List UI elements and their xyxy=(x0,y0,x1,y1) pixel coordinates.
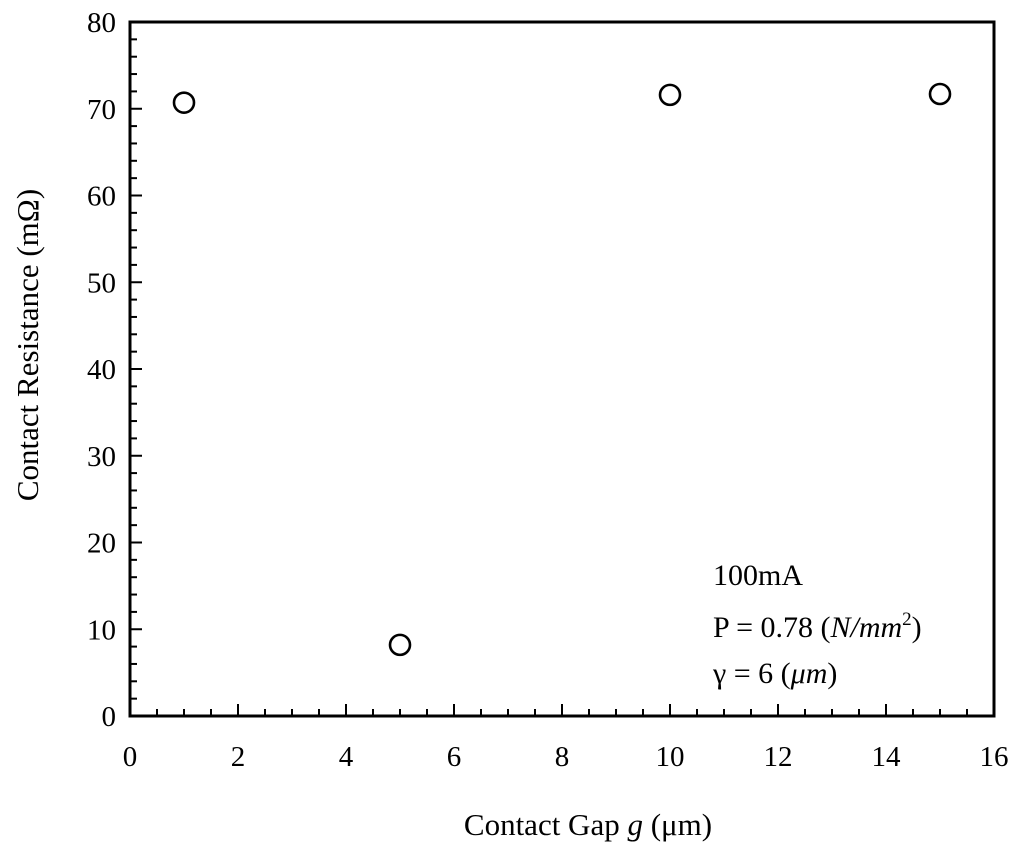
y-tick-label: 10 xyxy=(87,614,116,646)
annotation-gamma-prefix: γ = 6 ( xyxy=(712,657,791,690)
x-axis-title-part-3: (μm) xyxy=(643,807,712,842)
annotation-gamma-unit: μm xyxy=(790,657,828,690)
annotation-gamma: γ = 6 (μm) xyxy=(712,657,837,690)
y-tick-label: 0 xyxy=(102,701,117,733)
x-tick-label: 10 xyxy=(656,741,685,773)
x-tick-label: 6 xyxy=(447,741,462,773)
annotation-gamma-suffix: ) xyxy=(827,657,837,690)
annotation-pressure-prefix: P = 0.78 ( xyxy=(713,611,830,644)
y-tick-label: 20 xyxy=(87,528,116,560)
x-tick-label: 14 xyxy=(872,741,902,773)
x-tick-label: 12 xyxy=(764,741,793,773)
x-tick-label: 4 xyxy=(339,741,354,773)
annotation-block: 100mA P = 0.78 (N/mm2) γ = 6 (μm) xyxy=(712,559,922,690)
x-tick-label: 16 xyxy=(980,741,1009,773)
y-tick-label: 30 xyxy=(87,441,116,473)
y-tick-label: 40 xyxy=(87,354,116,386)
data-point xyxy=(388,633,412,657)
x-tick-label: 0 xyxy=(123,741,138,773)
y-tick-label: 50 xyxy=(87,267,116,299)
data-point xyxy=(928,82,952,106)
data-point xyxy=(172,91,196,114)
x-tick-label: 8 xyxy=(555,741,570,773)
annotation-pressure-unit: N/mm xyxy=(829,611,902,644)
x-axis-title: Contact Gap g (μm) xyxy=(464,807,712,842)
plot-frame xyxy=(128,20,996,718)
y-tick-label: 70 xyxy=(87,94,116,126)
x-axis-title-variable: g xyxy=(627,807,643,842)
y-tick-labels: 0 10 20 30 40 50 60 70 80 xyxy=(87,7,116,733)
y-axis-title: Contact Resistance (mΩ) xyxy=(10,189,45,501)
y-tick-label: 80 xyxy=(87,7,116,39)
x-tick-labels: 0 2 4 6 8 10 12 14 16 xyxy=(123,741,1009,773)
annotation-pressure: P = 0.78 (N/mm2) xyxy=(713,609,922,644)
y-tick-label: 60 xyxy=(87,181,116,213)
annotation-pressure-suffix: ) xyxy=(912,611,922,644)
data-points xyxy=(172,82,952,657)
data-point xyxy=(658,83,682,107)
annotation-pressure-sup: 2 xyxy=(902,609,912,630)
x-axis-title-part-1: Contact Gap xyxy=(464,807,628,842)
x-tick-label: 2 xyxy=(231,741,246,773)
annotation-current: 100mA xyxy=(713,559,803,592)
